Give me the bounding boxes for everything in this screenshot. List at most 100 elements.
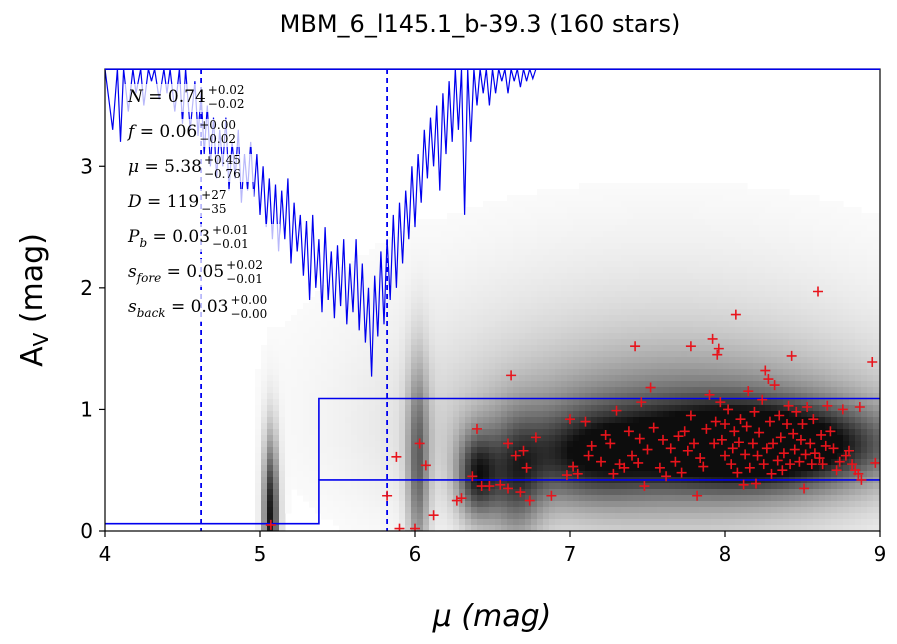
density-cell <box>477 291 484 298</box>
density-cell <box>729 243 736 250</box>
density-cell <box>807 363 814 370</box>
density-cell <box>657 471 664 478</box>
density-cell <box>609 309 616 316</box>
density-cell <box>339 405 346 412</box>
density-cell <box>609 501 616 508</box>
density-cell <box>279 357 286 364</box>
density-cell <box>711 423 718 430</box>
density-cell <box>681 375 688 382</box>
density-cell <box>261 507 268 514</box>
density-cell <box>465 363 472 370</box>
density-cell <box>579 189 586 196</box>
density-cell <box>507 303 514 310</box>
density-cell <box>549 405 556 412</box>
density-cell <box>375 357 382 364</box>
density-cell <box>615 453 622 460</box>
density-cell <box>609 291 616 298</box>
density-cell <box>615 501 622 508</box>
density-cell <box>423 471 430 478</box>
density-cell <box>801 351 808 358</box>
density-cell <box>657 333 664 340</box>
density-cell <box>819 423 826 430</box>
density-cell <box>735 195 742 202</box>
density-cell <box>777 291 784 298</box>
density-cell <box>285 459 292 466</box>
density-cell <box>543 447 550 454</box>
density-cell <box>489 459 496 466</box>
density-cell <box>705 327 712 334</box>
density-cell <box>369 279 376 286</box>
density-cell <box>537 429 544 436</box>
density-cell <box>369 267 376 274</box>
density-cell <box>465 345 472 352</box>
density-cell <box>447 351 454 358</box>
density-cell <box>399 315 406 322</box>
density-cell <box>453 435 460 442</box>
density-cell <box>285 489 292 496</box>
density-cell <box>759 207 766 214</box>
density-cell <box>549 417 556 424</box>
density-cell <box>729 315 736 322</box>
density-cell <box>717 375 724 382</box>
density-cell <box>633 291 640 298</box>
density-cell <box>801 453 808 460</box>
density-cell <box>621 273 628 280</box>
density-cell <box>591 339 598 346</box>
density-cell <box>363 447 370 454</box>
density-cell <box>771 201 778 208</box>
density-cell <box>723 255 730 262</box>
density-cell <box>297 357 304 364</box>
density-cell <box>711 387 718 394</box>
density-cell <box>711 333 718 340</box>
density-cell <box>663 369 670 376</box>
density-cell <box>747 243 754 250</box>
density-cell <box>765 381 772 388</box>
density-cell <box>579 411 586 418</box>
density-cell <box>567 225 574 232</box>
density-cell <box>525 381 532 388</box>
density-cell <box>387 303 394 310</box>
density-cell <box>717 381 724 388</box>
density-cell <box>477 423 484 430</box>
density-cell <box>387 393 394 400</box>
density-cell <box>597 255 604 262</box>
density-cell <box>357 513 364 520</box>
density-cell <box>477 255 484 262</box>
density-cell <box>405 375 412 382</box>
density-cell <box>357 375 364 382</box>
density-cell <box>783 255 790 262</box>
density-cell <box>261 525 268 531</box>
density-cell <box>669 285 676 292</box>
density-cell <box>465 255 472 262</box>
density-cell <box>549 483 556 490</box>
density-cell <box>801 321 808 328</box>
density-cell <box>489 345 496 352</box>
density-cell <box>417 291 424 298</box>
density-cell <box>387 495 394 502</box>
density-cell <box>387 447 394 454</box>
density-cell <box>663 507 670 514</box>
density-cell <box>681 207 688 214</box>
density-cell <box>657 261 664 268</box>
density-cell <box>417 417 424 424</box>
density-cell <box>669 303 676 310</box>
density-cell <box>531 447 538 454</box>
density-cell <box>363 501 370 508</box>
density-cell <box>501 375 508 382</box>
density-cell <box>411 417 418 424</box>
density-cell <box>411 267 418 274</box>
density-cell <box>591 183 598 190</box>
density-cell <box>705 459 712 466</box>
density-cell <box>375 471 382 478</box>
density-cell <box>537 297 544 304</box>
density-cell <box>735 363 742 370</box>
density-cell <box>633 489 640 496</box>
density-cell <box>717 231 724 238</box>
density-cell <box>405 315 412 322</box>
density-cell <box>765 207 772 214</box>
density-cell <box>819 297 826 304</box>
density-cell <box>807 255 814 262</box>
density-cell <box>663 213 670 220</box>
density-cell <box>471 267 478 274</box>
density-cell <box>795 231 802 238</box>
